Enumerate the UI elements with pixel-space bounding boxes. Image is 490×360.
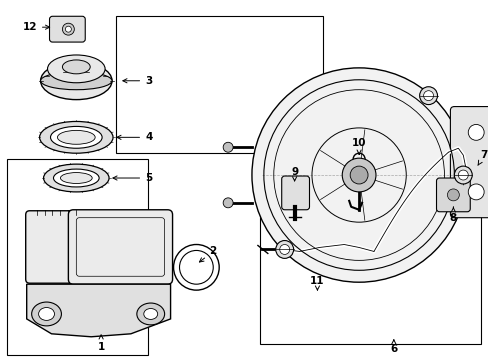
Text: 12: 12 bbox=[23, 22, 49, 32]
Ellipse shape bbox=[48, 55, 105, 83]
Text: 11: 11 bbox=[310, 276, 325, 290]
FancyBboxPatch shape bbox=[450, 107, 490, 218]
Ellipse shape bbox=[468, 184, 484, 200]
Ellipse shape bbox=[44, 164, 109, 192]
Ellipse shape bbox=[468, 125, 484, 140]
Text: 6: 6 bbox=[390, 340, 397, 354]
Ellipse shape bbox=[65, 26, 72, 32]
Ellipse shape bbox=[40, 121, 113, 153]
Ellipse shape bbox=[137, 303, 165, 325]
Text: 8: 8 bbox=[450, 207, 457, 223]
Bar bbox=[260, 162, 481, 344]
Ellipse shape bbox=[41, 72, 112, 90]
Text: 1: 1 bbox=[98, 335, 105, 352]
Ellipse shape bbox=[53, 169, 99, 187]
Text: 4: 4 bbox=[117, 132, 152, 142]
FancyBboxPatch shape bbox=[282, 176, 310, 210]
Ellipse shape bbox=[39, 307, 54, 320]
Ellipse shape bbox=[447, 189, 459, 201]
Ellipse shape bbox=[276, 240, 294, 258]
FancyBboxPatch shape bbox=[69, 210, 172, 284]
Ellipse shape bbox=[62, 60, 90, 74]
Ellipse shape bbox=[350, 166, 368, 184]
Ellipse shape bbox=[342, 158, 376, 192]
Ellipse shape bbox=[252, 68, 466, 282]
Ellipse shape bbox=[454, 166, 472, 184]
Ellipse shape bbox=[62, 23, 74, 35]
Ellipse shape bbox=[223, 198, 233, 208]
Ellipse shape bbox=[419, 87, 438, 105]
Ellipse shape bbox=[144, 309, 158, 319]
Bar bbox=[7, 158, 148, 355]
FancyBboxPatch shape bbox=[437, 178, 470, 212]
Ellipse shape bbox=[57, 130, 95, 144]
Ellipse shape bbox=[50, 126, 102, 148]
Text: 7: 7 bbox=[478, 150, 488, 165]
Ellipse shape bbox=[280, 244, 290, 255]
Text: 9: 9 bbox=[291, 167, 298, 181]
Ellipse shape bbox=[41, 62, 112, 100]
Ellipse shape bbox=[424, 91, 434, 100]
Text: 3: 3 bbox=[123, 76, 152, 86]
Ellipse shape bbox=[223, 142, 233, 152]
FancyBboxPatch shape bbox=[49, 16, 85, 42]
Text: 5: 5 bbox=[113, 173, 152, 183]
Ellipse shape bbox=[458, 170, 468, 180]
FancyBboxPatch shape bbox=[25, 211, 88, 283]
Text: 10: 10 bbox=[352, 138, 367, 154]
Text: 2: 2 bbox=[199, 247, 217, 262]
Bar bbox=[116, 16, 323, 153]
Polygon shape bbox=[26, 284, 171, 337]
Ellipse shape bbox=[32, 302, 61, 326]
Ellipse shape bbox=[60, 172, 92, 184]
